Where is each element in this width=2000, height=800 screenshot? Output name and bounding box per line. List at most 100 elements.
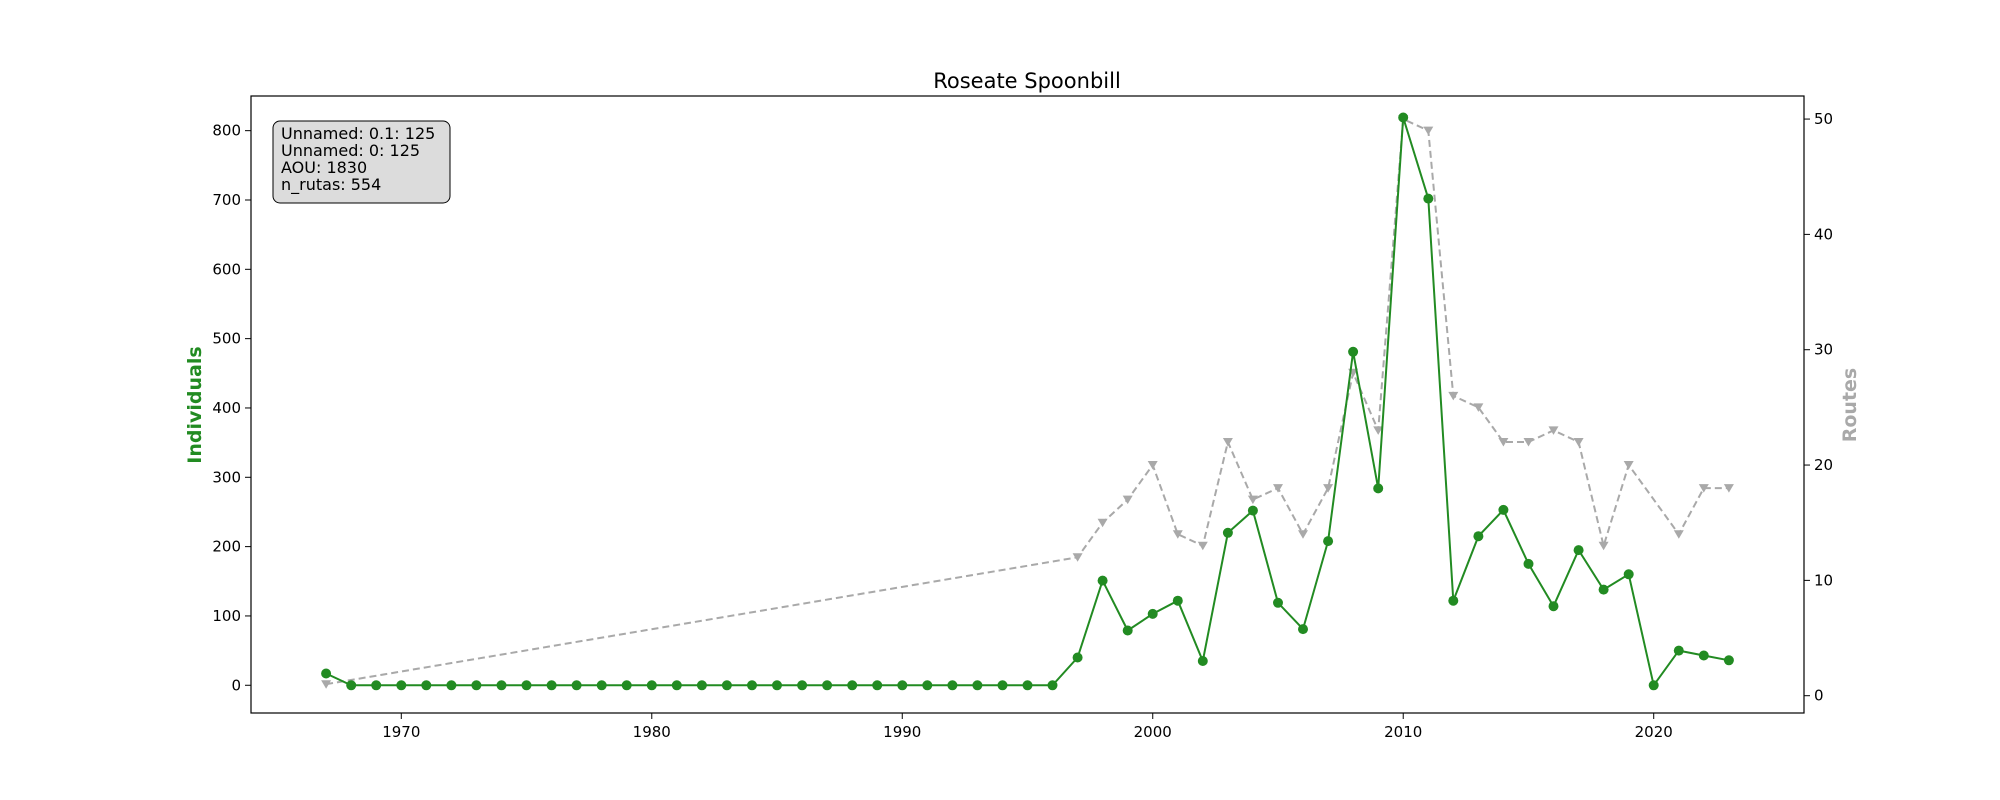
y-tick-label: 700: [212, 191, 241, 209]
routes-point: [1097, 518, 1108, 528]
x-axis: 1970 1980 1990 2000 2010 2020: [382, 713, 1673, 741]
individuals-point: [747, 680, 757, 691]
y-tick-label: 500: [212, 330, 241, 348]
info-box: Unnamed: 0.1: 125 Unnamed: 0: 125 AOU: 1…: [272, 120, 451, 204]
individuals-point: [421, 680, 432, 691]
individuals-point: [972, 680, 983, 691]
individuals-point: [696, 680, 707, 691]
info-line: Unnamed: 0: 125: [281, 141, 420, 160]
series-individuals: [321, 112, 1734, 691]
routes-point: [1573, 438, 1584, 447]
individuals-point: [1573, 545, 1584, 556]
individuals-point: [646, 680, 657, 691]
y-tick-label: 300: [212, 468, 241, 486]
individuals-point: [546, 680, 557, 691]
y2-tick-label: 50: [1814, 110, 1833, 128]
individuals-point: [1172, 595, 1183, 606]
individuals-point: [1197, 656, 1208, 666]
y-tick-label: 400: [212, 399, 241, 417]
individuals-point: [947, 680, 958, 691]
individuals-point: [1698, 650, 1709, 661]
y-axis-right: 0 10 20 30 40 50: [1804, 110, 1833, 705]
y-tick-label: 200: [212, 538, 241, 556]
routes-point: [1473, 403, 1484, 412]
individuals-point: [396, 680, 407, 691]
individuals-point: [1623, 569, 1634, 580]
routes-point: [1423, 126, 1434, 136]
x-tick-label: 1970: [382, 723, 420, 741]
routes-point: [1273, 484, 1283, 493]
individuals-point: [1348, 346, 1359, 357]
y-axis-left: 0 100 200 300 400 500 600 700 800: [212, 122, 251, 694]
routes-point: [1172, 530, 1183, 539]
routes-point: [1698, 484, 1709, 493]
x-tick-label: 2010: [1384, 723, 1422, 741]
individuals-point: [1523, 558, 1534, 569]
info-box-background: [272, 120, 451, 204]
routes-point: [1723, 484, 1734, 493]
individuals-point: [1247, 505, 1258, 516]
routes-point: [1323, 484, 1334, 493]
routes-point: [1598, 541, 1609, 551]
x-tick-label: 1990: [883, 723, 921, 741]
individuals-point: [1548, 601, 1559, 612]
individuals-point: [1323, 536, 1334, 547]
routes-point: [1072, 553, 1083, 562]
individuals-point: [596, 680, 607, 691]
individuals-point: [872, 680, 883, 691]
routes-point: [1373, 426, 1384, 435]
individuals-point: [496, 680, 507, 691]
y2-tick-label: 0: [1814, 687, 1824, 705]
individuals-point: [571, 680, 582, 691]
individuals-point: [346, 680, 357, 691]
y-axis-label-routes: Routes: [1839, 368, 1861, 443]
individuals-point: [822, 680, 833, 691]
individuals-point: [997, 680, 1008, 691]
individuals-point: [1097, 575, 1108, 586]
routes-point: [1247, 495, 1258, 505]
routes-point: [1298, 530, 1308, 539]
individuals-point: [1273, 597, 1283, 608]
routes-point: [1623, 461, 1634, 470]
individuals-point: [1473, 531, 1484, 542]
y-tick-label: 100: [212, 607, 241, 625]
individuals-point: [1498, 504, 1509, 515]
individuals-point: [1122, 625, 1133, 636]
plot-area-frame: [250, 95, 1805, 714]
individuals-point: [772, 680, 782, 691]
routes-point: [1448, 391, 1459, 401]
individuals-point: [1022, 680, 1033, 691]
individuals-point: [721, 680, 732, 691]
individuals-point: [1298, 624, 1308, 635]
y2-tick-label: 30: [1814, 341, 1833, 359]
individuals-point: [1448, 595, 1459, 606]
individuals-point: [1373, 483, 1384, 494]
individuals-point: [671, 680, 682, 691]
individuals-point: [321, 668, 332, 679]
individuals-point: [1598, 584, 1609, 595]
routes-point: [1147, 461, 1158, 470]
y2-tick-label: 40: [1814, 225, 1833, 243]
individuals-point: [1072, 652, 1083, 663]
chart-title: Roseate Spoonbill: [933, 69, 1121, 93]
individuals-point: [1673, 645, 1684, 656]
individuals-point: [1423, 193, 1434, 204]
info-line: n_rutas: 554: [281, 175, 381, 195]
individuals-point: [847, 680, 858, 691]
y-axis-label-individuals: Individuals: [184, 346, 206, 463]
y2-tick-label: 20: [1814, 456, 1833, 474]
individuals-point: [1222, 527, 1233, 538]
x-tick-label: 2000: [1134, 723, 1172, 741]
individuals-point: [797, 680, 808, 691]
x-tick-label: 1980: [633, 723, 671, 741]
individuals-point: [922, 680, 933, 691]
routes-point: [1673, 530, 1684, 539]
routes-point: [1222, 438, 1233, 447]
individuals-point: [1648, 680, 1659, 691]
x-tick-label: 2020: [1635, 723, 1673, 741]
routes-point: [1523, 438, 1534, 447]
y-tick-label: 0: [231, 676, 241, 694]
series-routes: [321, 115, 1734, 689]
individuals-point: [897, 680, 908, 691]
